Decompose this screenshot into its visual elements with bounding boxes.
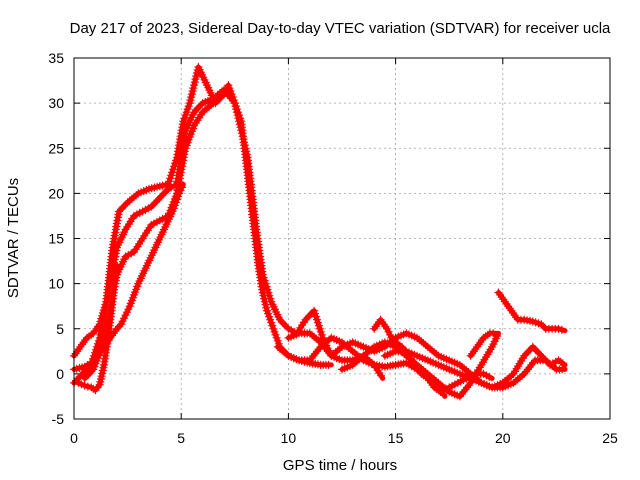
series-track-11 [466, 329, 499, 360]
y-tick-label: 20 [48, 185, 64, 201]
y-tick-labels: -5 0 5 10 15 20 25 30 35 [48, 50, 64, 427]
x-tick-label: 5 [177, 430, 185, 446]
series-markers [498, 342, 567, 387]
x-tick-label: 10 [281, 430, 297, 446]
chart-title: Day 217 of 2023, Sidereal Day-to-day VTE… [70, 20, 611, 37]
y-tick-label: 25 [48, 140, 64, 156]
y-tick-label: 15 [48, 231, 64, 247]
series-track-12 [494, 288, 568, 334]
x-tick-label: 25 [602, 430, 618, 446]
x-tick-label: 0 [70, 430, 78, 446]
y-tick-label: 0 [56, 366, 64, 382]
x-axis-label: GPS time / hours [283, 457, 397, 474]
x-tick-label: 15 [388, 430, 404, 446]
series-track-13 [498, 342, 568, 387]
x-tick-labels: 0 5 10 15 20 25 [70, 430, 618, 446]
series-line [82, 82, 386, 381]
series-line [71, 181, 186, 372]
y-tick-label: 35 [48, 50, 64, 66]
plot-frame [73, 57, 611, 420]
series-track-4 [74, 263, 121, 395]
series-markers [466, 329, 498, 360]
y-tick-label: 5 [56, 321, 64, 337]
series-layer [69, 62, 568, 401]
y-tick-label: 10 [48, 276, 64, 292]
y-tick-label: -5 [52, 411, 65, 427]
series-markers [494, 288, 566, 334]
y-axis-label: SDTVAR / TECUs [5, 178, 22, 298]
x-tick-label: 20 [495, 430, 511, 446]
y-tick-label: 30 [48, 95, 64, 111]
